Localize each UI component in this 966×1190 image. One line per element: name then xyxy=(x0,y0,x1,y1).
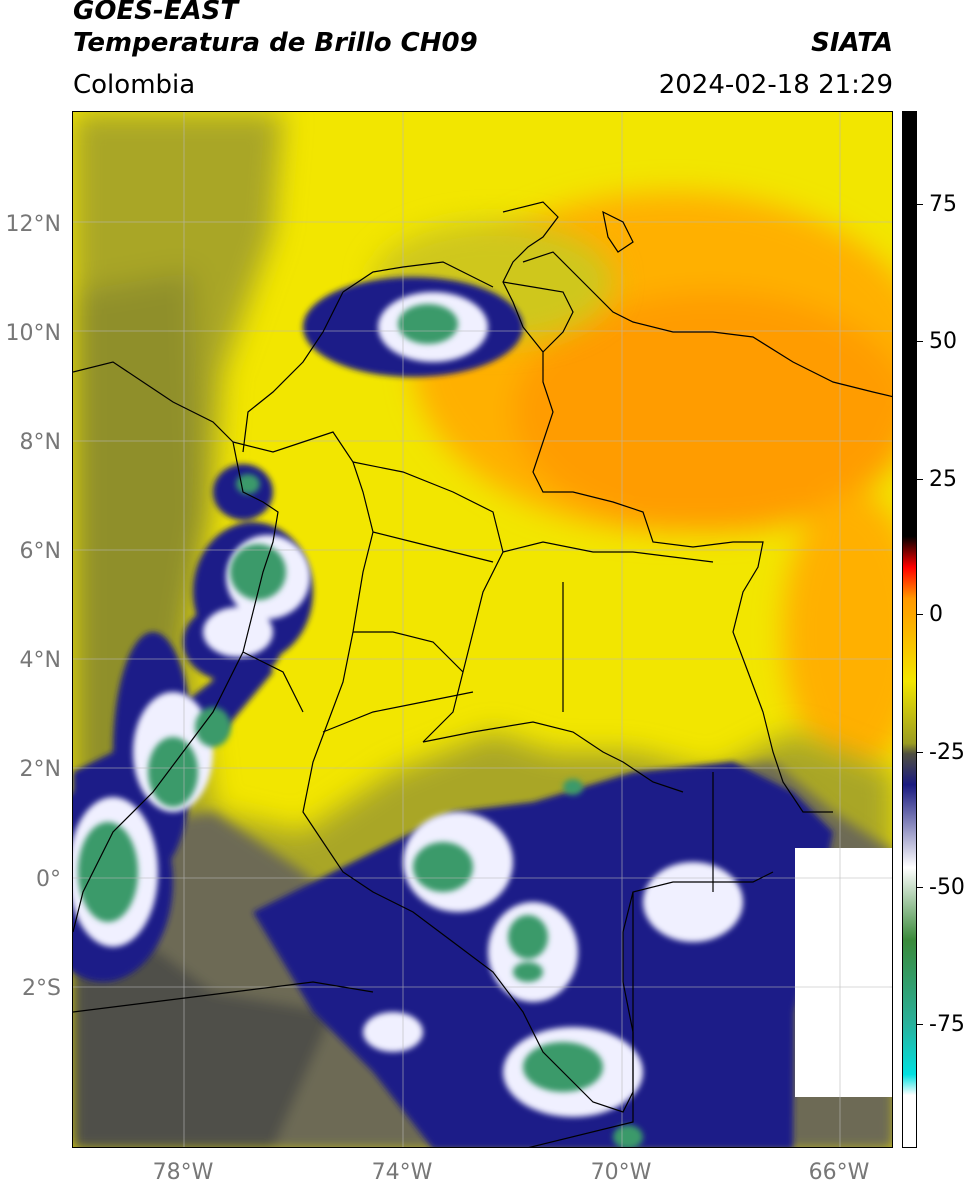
lat-label-2s: 2°S xyxy=(22,976,61,1001)
lon-label-70w: 70°W xyxy=(590,1160,652,1185)
colorbar-label-25: 25 xyxy=(929,467,957,492)
colorbar-tick xyxy=(917,204,923,205)
satellite-title: GOES-EAST xyxy=(73,0,239,26)
region-subtitle: Colombia xyxy=(73,70,196,100)
lon-label-78w: 78°W xyxy=(152,1160,214,1185)
colorbar-tick xyxy=(917,887,923,888)
lat-label-10n: 10°N xyxy=(5,321,61,346)
colorbar-tick xyxy=(917,752,923,753)
source-label: SIATA xyxy=(811,28,893,58)
colorbar-label-minus25: -25 xyxy=(929,740,965,765)
lat-label-4n: 4°N xyxy=(19,648,61,673)
colorbar-label-75: 75 xyxy=(929,192,957,217)
lat-label-6n: 6°N xyxy=(19,539,61,564)
satellite-map xyxy=(72,111,893,1148)
lat-label-8n: 8°N xyxy=(19,430,61,455)
lat-label-12n: 12°N xyxy=(5,212,61,237)
colorbar-label-0: 0 xyxy=(929,602,943,627)
lat-label-0: 0° xyxy=(36,867,61,892)
colorbar xyxy=(902,111,917,1148)
lat-label-2n: 2°N xyxy=(19,757,61,782)
lon-label-66w: 66°W xyxy=(808,1160,870,1185)
colorbar-label-50: 50 xyxy=(929,329,957,354)
map-image xyxy=(73,112,892,1147)
colorbar-label-minus75: -75 xyxy=(929,1012,965,1037)
colorbar-tick xyxy=(917,1024,923,1025)
colorbar-tick xyxy=(917,614,923,615)
colorbar-label-minus50: -50 xyxy=(929,875,965,900)
product-title: Temperatura de Brillo CH09 xyxy=(73,28,478,58)
lon-label-74w: 74°W xyxy=(371,1160,433,1185)
colorbar-tick xyxy=(917,479,923,480)
colorbar-tick xyxy=(917,341,923,342)
datetime-label: 2024-02-18 21:29 xyxy=(658,70,893,100)
